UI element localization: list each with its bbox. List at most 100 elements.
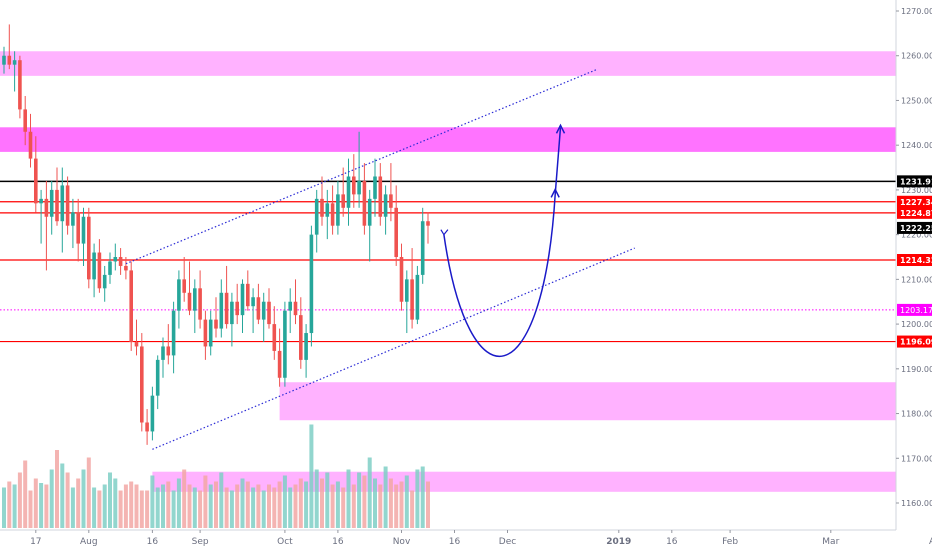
volume-bar	[251, 487, 256, 528]
candle-body	[2, 55, 6, 65]
candle-body	[198, 288, 202, 320]
candle-body	[155, 359, 160, 396]
volume-bar	[145, 490, 150, 528]
candle-body	[129, 270, 133, 342]
candles	[2, 24, 430, 445]
candle-body	[23, 109, 27, 132]
volume-bar	[12, 484, 17, 528]
candle-body	[394, 207, 398, 257]
candle-body	[171, 310, 176, 356]
time-tick-label: Dec	[499, 537, 516, 547]
volume-bar	[240, 478, 245, 528]
candle-body	[251, 297, 255, 307]
time-axis: 17 Aug 16 Sep Oct 16 Nov 16 Dec 2019 16 Feb Mar Apr	[0, 529, 932, 547]
candle-body	[182, 279, 186, 293]
candle-body	[140, 346, 144, 423]
volume-bar	[155, 487, 160, 528]
zone-0	[0, 51, 896, 76]
candle-body	[246, 283, 250, 307]
candle-body	[145, 422, 149, 432]
volume-bar	[383, 466, 388, 528]
volume-bar	[23, 460, 28, 528]
volume-bar	[415, 469, 420, 528]
candle-body	[415, 274, 420, 320]
candle-body	[362, 180, 367, 226]
volume-bar	[277, 481, 282, 528]
volume-bar	[123, 484, 128, 528]
volume-bar	[320, 478, 324, 528]
volume-bar	[187, 484, 192, 528]
candle-body	[18, 60, 22, 110]
candle-body	[357, 180, 361, 195]
candle-body	[299, 315, 303, 360]
price-tick-label: 1270.000	[901, 7, 932, 16]
candle-body	[320, 198, 324, 217]
volume-bar	[55, 450, 59, 528]
candle-body	[166, 346, 171, 356]
volume-bar	[404, 475, 409, 528]
candle-body	[336, 194, 340, 226]
candle-body	[39, 198, 43, 204]
price-tick-label: 1190.000	[901, 365, 932, 374]
volume-bar	[330, 484, 335, 528]
candle-body	[55, 189, 59, 222]
price-tag-box	[897, 221, 932, 234]
candle-body	[76, 212, 80, 244]
price-tag-box	[897, 195, 932, 208]
time-tick-label: 16	[147, 537, 159, 547]
volume-bar	[235, 484, 240, 528]
candle-body	[330, 203, 335, 226]
price-tag-label: 1222.252	[900, 224, 932, 233]
candle-body	[60, 185, 65, 222]
volume-bar	[65, 472, 70, 528]
candle-body	[49, 189, 54, 217]
candle-body	[373, 176, 377, 199]
volume-bar	[150, 475, 155, 528]
price-tag-box	[897, 175, 932, 188]
candle-body	[102, 274, 107, 289]
candle-body	[314, 198, 319, 235]
volume-bar	[102, 484, 107, 528]
candle-body	[193, 288, 197, 311]
volume-bar	[357, 472, 362, 528]
time-tick-label: 17	[30, 537, 41, 547]
price-tag-label: 1227.346	[900, 198, 932, 207]
candle-body	[235, 301, 239, 316]
candle-body	[399, 257, 404, 302]
volume-bar	[208, 484, 213, 528]
volume-bar	[33, 478, 38, 528]
candle-body	[81, 216, 86, 244]
volume-bar	[420, 466, 425, 528]
volume-bar	[362, 475, 367, 528]
volume-bar	[256, 484, 261, 528]
candle-body	[367, 198, 372, 226]
volume-bar	[17, 472, 22, 528]
volume-bar	[198, 490, 203, 528]
time-tick-label: 16	[666, 537, 678, 547]
price-tick-label: 1250.000	[901, 96, 932, 105]
volume-bar	[267, 484, 271, 528]
candle-body	[283, 310, 287, 378]
price-tick-label: 1210.000	[901, 275, 932, 284]
projection-arrowhead-2	[555, 123, 566, 134]
volume-bar	[298, 478, 303, 528]
volume-bar	[182, 469, 187, 528]
price-tag-label: 1196.095	[900, 338, 932, 347]
volume-bar	[28, 490, 33, 528]
candle-body	[224, 292, 229, 325]
volume-bar	[129, 481, 134, 528]
volume-bar	[304, 481, 309, 528]
price-tick-label: 1230.000	[901, 186, 932, 195]
candle-body	[230, 301, 234, 325]
candle-body	[378, 176, 383, 217]
candle-body	[150, 395, 155, 432]
volume-bar	[70, 487, 75, 528]
candle-body	[410, 279, 414, 320]
horizontal-levels	[0, 180, 896, 343]
candle-body	[187, 292, 192, 311]
candle-body	[256, 297, 261, 320]
candle-body	[118, 257, 123, 266]
time-tick-label: 2019	[606, 537, 631, 547]
